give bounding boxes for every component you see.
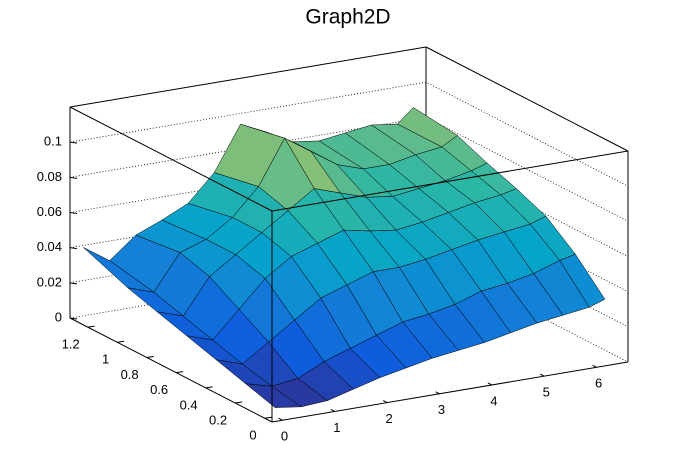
z-tick-label: 0 — [55, 309, 62, 324]
y-tick-label: 0.2 — [209, 412, 227, 427]
x-tick-label: 0 — [281, 429, 288, 444]
y-tick — [117, 340, 125, 343]
z-tick-label: 0.02 — [37, 274, 62, 289]
x-tick-label: 6 — [595, 376, 602, 391]
y-tick — [205, 386, 213, 389]
z-tick-label: 0.1 — [44, 134, 62, 149]
y-tick-label: 0.4 — [180, 397, 198, 412]
y-tick — [264, 416, 272, 419]
y-tick-label: 0 — [249, 428, 256, 443]
grid-line — [69, 81, 629, 187]
chart-title: Graph2D — [305, 6, 390, 29]
y-tick-label: 0.8 — [121, 367, 139, 382]
x-tick-label: 4 — [490, 393, 497, 408]
y-tick — [176, 371, 184, 374]
x-tick-label: 5 — [543, 385, 550, 400]
x-tick-label: 3 — [438, 402, 445, 417]
y-tick-label: 0.6 — [150, 382, 168, 397]
x-tick — [382, 400, 388, 404]
grid-line — [69, 152, 629, 257]
y-tick — [146, 355, 154, 358]
z-tick — [69, 282, 78, 285]
z-tick — [69, 176, 78, 179]
box-edge — [69, 106, 273, 212]
z-tick — [69, 247, 78, 250]
z-tick — [69, 212, 78, 214]
x-axis — [271, 361, 629, 423]
y-tick-label: 1.2 — [62, 337, 80, 352]
grid-line — [69, 116, 629, 222]
z-tick-label: 0.06 — [37, 204, 62, 219]
box-edge — [425, 46, 629, 152]
box-edge — [69, 46, 427, 108]
z-tick — [69, 141, 78, 144]
x-tick — [278, 417, 283, 421]
y-tick — [87, 325, 95, 328]
z-tick-label: 0.04 — [37, 239, 62, 254]
y-tick-label: 1 — [102, 352, 109, 367]
x-tick — [435, 391, 440, 395]
box-edge — [271, 150, 629, 212]
y-tick — [235, 401, 243, 404]
x-tick — [487, 382, 493, 386]
y-axis — [69, 317, 273, 423]
front-box: 0 1 2 3 4 5 6 0 0.2 0.4 0.6 0.8 1 1.2 — [62, 106, 629, 444]
x-tick — [330, 408, 336, 412]
surface — [83, 107, 606, 408]
x-tick — [540, 373, 545, 377]
x-tick-label: 1 — [333, 420, 340, 435]
x-tick — [592, 364, 597, 368]
x-tick-label: 2 — [386, 411, 393, 426]
z-tick-label: 0.08 — [37, 169, 62, 184]
